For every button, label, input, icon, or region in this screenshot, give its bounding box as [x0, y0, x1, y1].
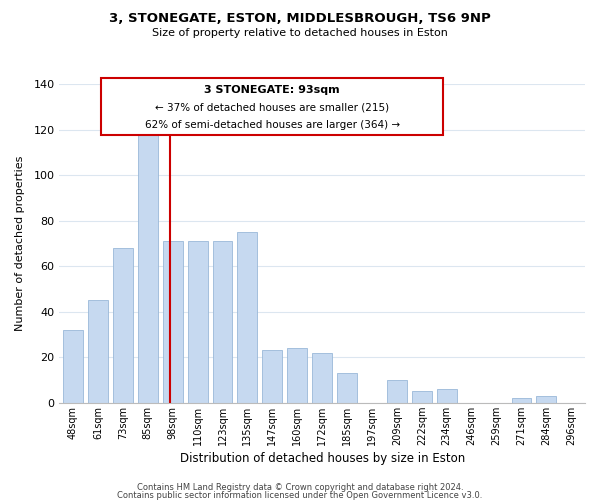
Bar: [312, 352, 332, 403]
Y-axis label: Number of detached properties: Number of detached properties: [15, 156, 25, 331]
X-axis label: Distribution of detached houses by size in Eston: Distribution of detached houses by size …: [179, 452, 465, 465]
Bar: [287, 348, 307, 403]
Bar: [387, 380, 407, 403]
Bar: [536, 396, 556, 403]
Text: 62% of semi-detached houses are larger (364) →: 62% of semi-detached houses are larger (…: [145, 120, 400, 130]
Bar: [113, 248, 133, 403]
Text: Contains HM Land Registry data © Crown copyright and database right 2024.: Contains HM Land Registry data © Crown c…: [137, 483, 463, 492]
Bar: [512, 398, 532, 403]
Text: 3, STONEGATE, ESTON, MIDDLESBROUGH, TS6 9NP: 3, STONEGATE, ESTON, MIDDLESBROUGH, TS6 …: [109, 12, 491, 26]
Bar: [437, 389, 457, 403]
Bar: [88, 300, 108, 403]
Text: Contains public sector information licensed under the Open Government Licence v3: Contains public sector information licen…: [118, 490, 482, 500]
Text: Size of property relative to detached houses in Eston: Size of property relative to detached ho…: [152, 28, 448, 38]
Bar: [212, 241, 232, 403]
Text: 3 STONEGATE: 93sqm: 3 STONEGATE: 93sqm: [205, 85, 340, 95]
Bar: [138, 134, 158, 403]
Bar: [238, 232, 257, 403]
Bar: [188, 241, 208, 403]
Bar: [412, 392, 432, 403]
Bar: [63, 330, 83, 403]
Bar: [337, 373, 357, 403]
Text: ← 37% of detached houses are smaller (215): ← 37% of detached houses are smaller (21…: [155, 102, 389, 113]
Bar: [262, 350, 282, 403]
Bar: [163, 241, 182, 403]
